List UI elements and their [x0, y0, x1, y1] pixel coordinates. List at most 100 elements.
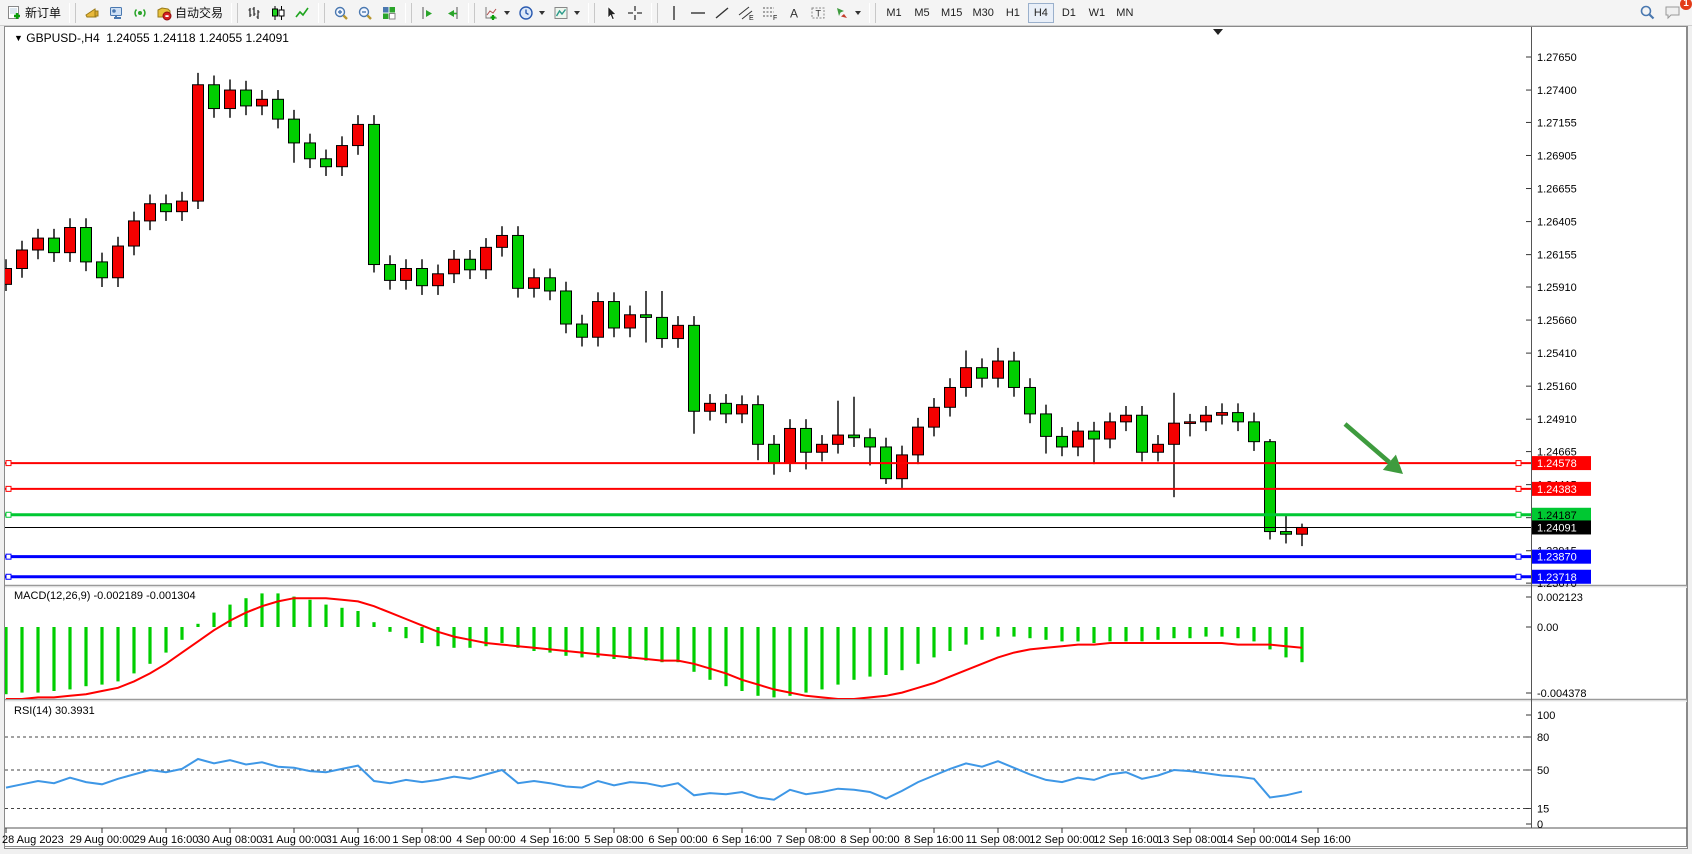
macd-histogram-bar	[1284, 627, 1288, 658]
candle-body	[1216, 412, 1228, 416]
rsi-tick-label: 50	[1537, 765, 1549, 777]
candle-body	[160, 203, 172, 213]
macd-histogram-bar	[484, 627, 488, 647]
hline-right-handle[interactable]	[1515, 573, 1522, 580]
zoom-out-button[interactable]	[353, 2, 377, 24]
news-button[interactable]	[128, 2, 152, 24]
zoom-in-button[interactable]	[329, 2, 353, 24]
hline-left-handle[interactable]	[5, 553, 12, 560]
vline-tool-button[interactable]	[662, 2, 686, 24]
candle-chart-button[interactable]	[266, 2, 290, 24]
time-tick-label: 7 Sep 08:00	[776, 834, 835, 846]
macd-histogram-bar	[820, 627, 824, 690]
price-line-label: 1.24187	[1537, 510, 1577, 522]
candle-body	[976, 367, 988, 379]
terminal-button[interactable]	[104, 2, 128, 24]
hline-left-handle[interactable]	[5, 573, 12, 580]
hline-left-handle[interactable]	[5, 485, 12, 492]
price-line-label-box	[1532, 507, 1591, 522]
macd-histogram-bar	[116, 627, 120, 682]
timeframe-button-M1[interactable]: M1	[881, 3, 907, 23]
bar-chart-button[interactable]	[242, 2, 266, 24]
candle-body	[240, 89, 252, 107]
ohlc-quote-label: 1.24055 1.24118 1.24055 1.24091	[106, 31, 289, 45]
candle-body	[448, 258, 460, 275]
timeframe-button-M15[interactable]: M15	[937, 3, 966, 23]
indicators-button[interactable]	[479, 2, 514, 24]
macd-histogram-bar	[980, 627, 984, 640]
text-icon: A	[790, 6, 798, 20]
macd-histogram-bar	[564, 627, 568, 656]
timeframe-button-M5[interactable]: M5	[909, 3, 935, 23]
timeframe-button-H4[interactable]: H4	[1027, 2, 1054, 23]
arrows-tool-button[interactable]	[830, 2, 865, 24]
macd-histogram-bar	[1268, 627, 1272, 650]
candle-body	[1008, 360, 1020, 388]
macd-histogram-bar	[516, 627, 520, 648]
line-chart-button[interactable]	[290, 2, 314, 24]
search-button[interactable]	[1635, 2, 1660, 24]
hline-right-handle[interactable]	[1515, 511, 1522, 518]
text-tool-button[interactable]: A	[782, 2, 806, 24]
macd-histogram-bar	[164, 627, 168, 653]
macd-tick-label: 0.00	[1537, 622, 1558, 634]
price-tick-label: 1.25910	[1537, 282, 1577, 294]
macd-histogram-bar	[292, 596, 296, 627]
macd-histogram-bar	[596, 627, 600, 658]
hline-right-handle[interactable]	[1515, 485, 1522, 492]
hline-tool-button[interactable]	[686, 2, 710, 24]
trendline-tool-button[interactable]	[710, 2, 734, 24]
notifications-button[interactable]: 1	[1660, 0, 1692, 24]
macd-histogram-bar	[1060, 627, 1064, 642]
candle-body	[688, 324, 700, 412]
hline-left-handle[interactable]	[5, 460, 12, 467]
channel-tool-button[interactable]: E	[734, 2, 758, 24]
annotation-arrow-head[interactable]	[1382, 454, 1403, 474]
time-tick-label: 28 Aug 2023	[2, 834, 64, 846]
timeframe-button-MN[interactable]: MN	[1112, 3, 1138, 23]
candle-body	[752, 404, 764, 445]
hline-right-handle[interactable]	[1515, 553, 1522, 560]
zoom-out-icon	[358, 6, 372, 20]
templates-button[interactable]	[549, 2, 584, 24]
timeframe-button-W1[interactable]: W1	[1084, 3, 1110, 23]
hline-left-handle[interactable]	[5, 511, 12, 518]
macd-histogram-bar	[68, 627, 72, 690]
autotrade-label: 自动交易	[175, 6, 224, 20]
timeframe-button-D1[interactable]: D1	[1056, 3, 1082, 23]
new-order-button[interactable]: 新订单	[2, 2, 65, 24]
autotrade-button[interactable]: 自动交易	[152, 2, 227, 24]
chart-shift-button[interactable]	[416, 2, 440, 24]
label-tool-button[interactable]: T	[806, 2, 830, 24]
timeframe-button-H1[interactable]: H1	[1000, 3, 1026, 23]
candle-body	[1200, 414, 1212, 423]
candle-body	[576, 323, 588, 338]
toolbar-separator	[405, 2, 413, 23]
chevron-down-icon	[855, 10, 862, 15]
chart-shift-marker[interactable]	[1213, 29, 1223, 35]
publisher-button[interactable]	[80, 2, 104, 24]
crosshair-button[interactable]	[623, 2, 647, 24]
hline-right-handle[interactable]	[1515, 460, 1522, 467]
chart-window-border	[4, 26, 1687, 847]
fibonacci-tool-button[interactable]: F	[758, 2, 782, 24]
price-tick-label: 1.26155	[1537, 250, 1577, 262]
candle-body	[496, 234, 508, 248]
macd-histogram-bar	[676, 627, 680, 663]
annotation-arrow-shaft[interactable]	[1343, 422, 1391, 464]
auto-scroll-button[interactable]	[440, 2, 464, 24]
macd-histogram-bar	[1044, 627, 1048, 640]
candle-body	[1136, 414, 1148, 453]
timeframe-button-M30[interactable]: M30	[968, 3, 997, 23]
time-tick-label: 5 Sep 08:00	[584, 834, 643, 846]
macd-histogram-bar	[500, 627, 504, 643]
macd-histogram-bar	[5, 627, 8, 695]
time-tick-label: 14 Sep 16:00	[1285, 834, 1350, 846]
zoom-in-icon	[334, 6, 348, 20]
tile-windows-button[interactable]	[377, 2, 401, 24]
periods-button[interactable]	[514, 2, 549, 24]
cursor-button[interactable]	[599, 2, 623, 24]
candle-body	[592, 301, 604, 338]
macd-histogram-bar	[916, 627, 920, 664]
